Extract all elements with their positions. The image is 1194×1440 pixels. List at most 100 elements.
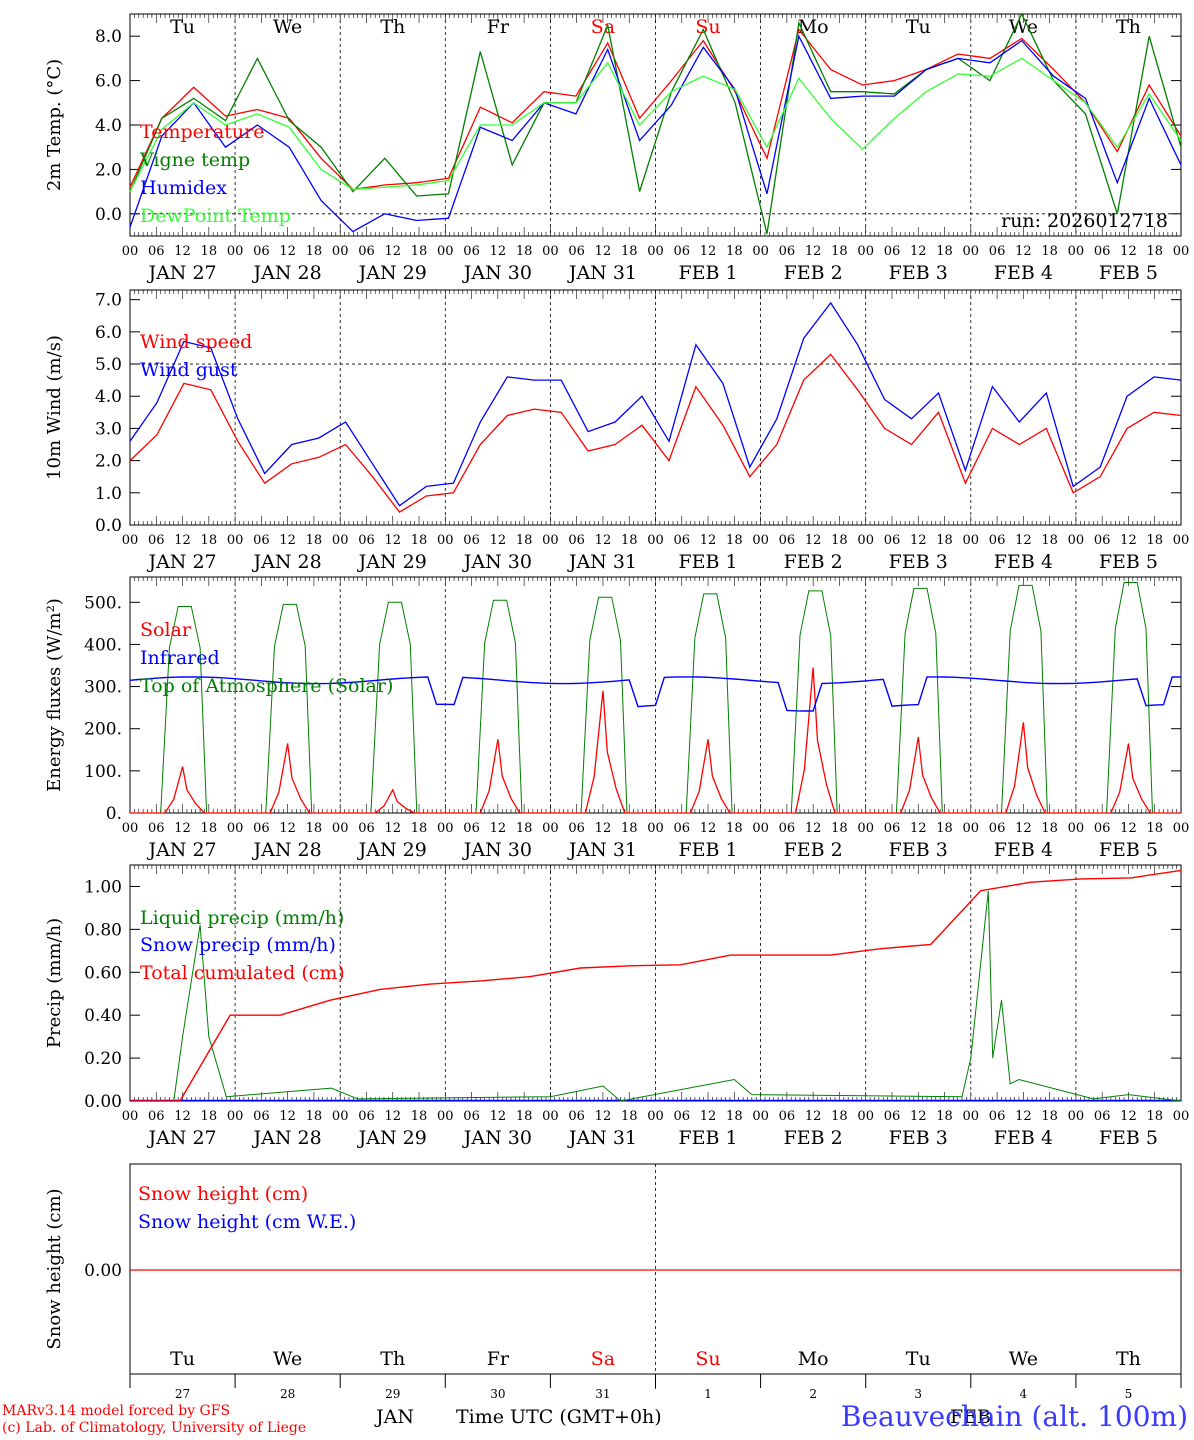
y-tick-label: 2.0 (95, 452, 122, 472)
y-tick-label: 100. (84, 762, 122, 782)
legend-wind-gust: Wind gust (140, 359, 238, 381)
hour-tick-label: 12 (174, 1109, 191, 1124)
hour-tick-label: 00 (227, 821, 244, 836)
day-name-top: Tu (170, 16, 195, 38)
hour-tick-label: 06 (358, 533, 375, 548)
legend-toa-solar: Top of Atmosphere (Solar) (140, 675, 393, 697)
hour-tick-label: 12 (700, 821, 717, 836)
hour-tick-label: 00 (437, 244, 454, 259)
day-name-top: We (273, 16, 302, 38)
day-name-bottom: Tu (906, 1348, 931, 1370)
date-label: JAN 28 (252, 1127, 322, 1149)
date-label: JAN 30 (462, 839, 532, 861)
hour-tick-label: 00 (963, 533, 980, 548)
hour-tick-label: 18 (306, 244, 323, 259)
hour-tick-label: 06 (148, 1109, 165, 1124)
hour-tick-label: 12 (595, 821, 612, 836)
hour-tick-label: 18 (1146, 821, 1163, 836)
bottom-day-number: 29 (385, 1387, 400, 1401)
day-name-bottom: Sa (591, 1348, 615, 1370)
hour-tick-label: 12 (910, 821, 927, 836)
day-name-bottom: We (1009, 1348, 1038, 1370)
hour-tick-label: 18 (1146, 244, 1163, 259)
hour-tick-label: 18 (936, 1109, 953, 1124)
month-label-jan: JAN (376, 1406, 414, 1428)
hour-tick-label: 06 (674, 533, 691, 548)
hour-tick-label: 00 (857, 244, 874, 259)
day-name-top: Mo (798, 16, 829, 38)
date-label: JAN 31 (567, 1127, 637, 1149)
hour-tick-label: 00 (1173, 821, 1190, 836)
y-tick-label: 0.0 (95, 205, 122, 225)
bottom-day-number: 31 (595, 1387, 610, 1401)
hour-tick-label: 00 (437, 533, 454, 548)
hour-tick-label: 06 (253, 533, 270, 548)
hour-tick-label: 06 (1094, 244, 1111, 259)
hour-tick-label: 06 (1094, 533, 1111, 548)
date-label: JAN 29 (357, 262, 427, 284)
legend-wind-speed: Wind speed (140, 331, 252, 353)
date-label: FEB 3 (889, 262, 948, 284)
hour-tick-label: 00 (752, 244, 769, 259)
date-label: FEB 3 (889, 839, 948, 861)
hour-tick-label: 00 (227, 1109, 244, 1124)
hour-tick-label: 06 (568, 244, 585, 259)
hour-tick-label: 06 (884, 821, 901, 836)
hour-tick-label: 18 (831, 1109, 848, 1124)
precip-line-liquid (130, 890, 1182, 1102)
hour-tick-label: 18 (831, 533, 848, 548)
y-axis-label: 10m Wind (m/s) (44, 335, 65, 480)
hour-tick-label: 18 (201, 821, 218, 836)
hour-tick-label: 12 (279, 821, 296, 836)
day-name-bottom: Fr (487, 1348, 510, 1370)
date-label: FEB 3 (889, 551, 948, 573)
hour-tick-label: 06 (568, 1109, 585, 1124)
hour-tick-label: 06 (779, 1109, 796, 1124)
model-credit-line1: MARv3.14 model forced by GFS (2, 1403, 231, 1419)
hour-tick-label: 12 (490, 821, 507, 836)
date-label: JAN 30 (462, 262, 532, 284)
hour-tick-label: 00 (647, 533, 664, 548)
legend-snow-precip: Snow precip (mm/h) (140, 934, 336, 956)
hour-tick-label: 18 (411, 244, 428, 259)
hour-tick-label: 12 (595, 1109, 612, 1124)
day-name-bottom: Mo (798, 1348, 829, 1370)
legend-vigne-temp: Vigne temp (139, 149, 250, 171)
date-label: FEB 1 (678, 262, 737, 284)
y-tick-label: 2.0 (95, 160, 122, 180)
hour-tick-label: 06 (148, 821, 165, 836)
hour-tick-label: 00 (752, 821, 769, 836)
date-label: JAN 30 (462, 1127, 532, 1149)
date-label: FEB 5 (1099, 839, 1158, 861)
hour-tick-label: 00 (1068, 821, 1085, 836)
hour-tick-label: 00 (122, 1109, 139, 1124)
legend-humidex: Humidex (140, 177, 227, 199)
date-label: FEB 1 (678, 839, 737, 861)
hour-tick-label: 00 (542, 244, 559, 259)
hour-tick-label: 00 (963, 821, 980, 836)
hour-tick-label: 06 (989, 821, 1006, 836)
hour-tick-label: 06 (148, 533, 165, 548)
bottom-day-number: 5 (1125, 1387, 1133, 1401)
hour-tick-label: 00 (122, 244, 139, 259)
hour-tick-label: 06 (253, 1109, 270, 1124)
y-tick-label: 500. (84, 593, 122, 613)
y-tick-label: 3.0 (95, 419, 122, 439)
y-tick-label: 0.80 (84, 920, 122, 940)
hour-tick-label: 00 (647, 244, 664, 259)
hour-tick-label: 00 (437, 821, 454, 836)
y-tick-label: 400. (84, 635, 122, 655)
hour-tick-label: 06 (674, 821, 691, 836)
date-label: JAN 31 (567, 262, 637, 284)
hour-tick-label: 18 (306, 821, 323, 836)
day-name-top: Th (1116, 16, 1141, 38)
date-label: JAN 31 (567, 551, 637, 573)
hour-tick-label: 12 (1015, 533, 1032, 548)
hour-tick-label: 00 (542, 1109, 559, 1124)
hour-tick-label: 00 (1068, 1109, 1085, 1124)
hour-tick-label: 12 (700, 1109, 717, 1124)
date-label: JAN 28 (252, 839, 322, 861)
hour-tick-label: 00 (647, 821, 664, 836)
date-label: FEB 1 (678, 1127, 737, 1149)
hour-tick-label: 18 (306, 1109, 323, 1124)
